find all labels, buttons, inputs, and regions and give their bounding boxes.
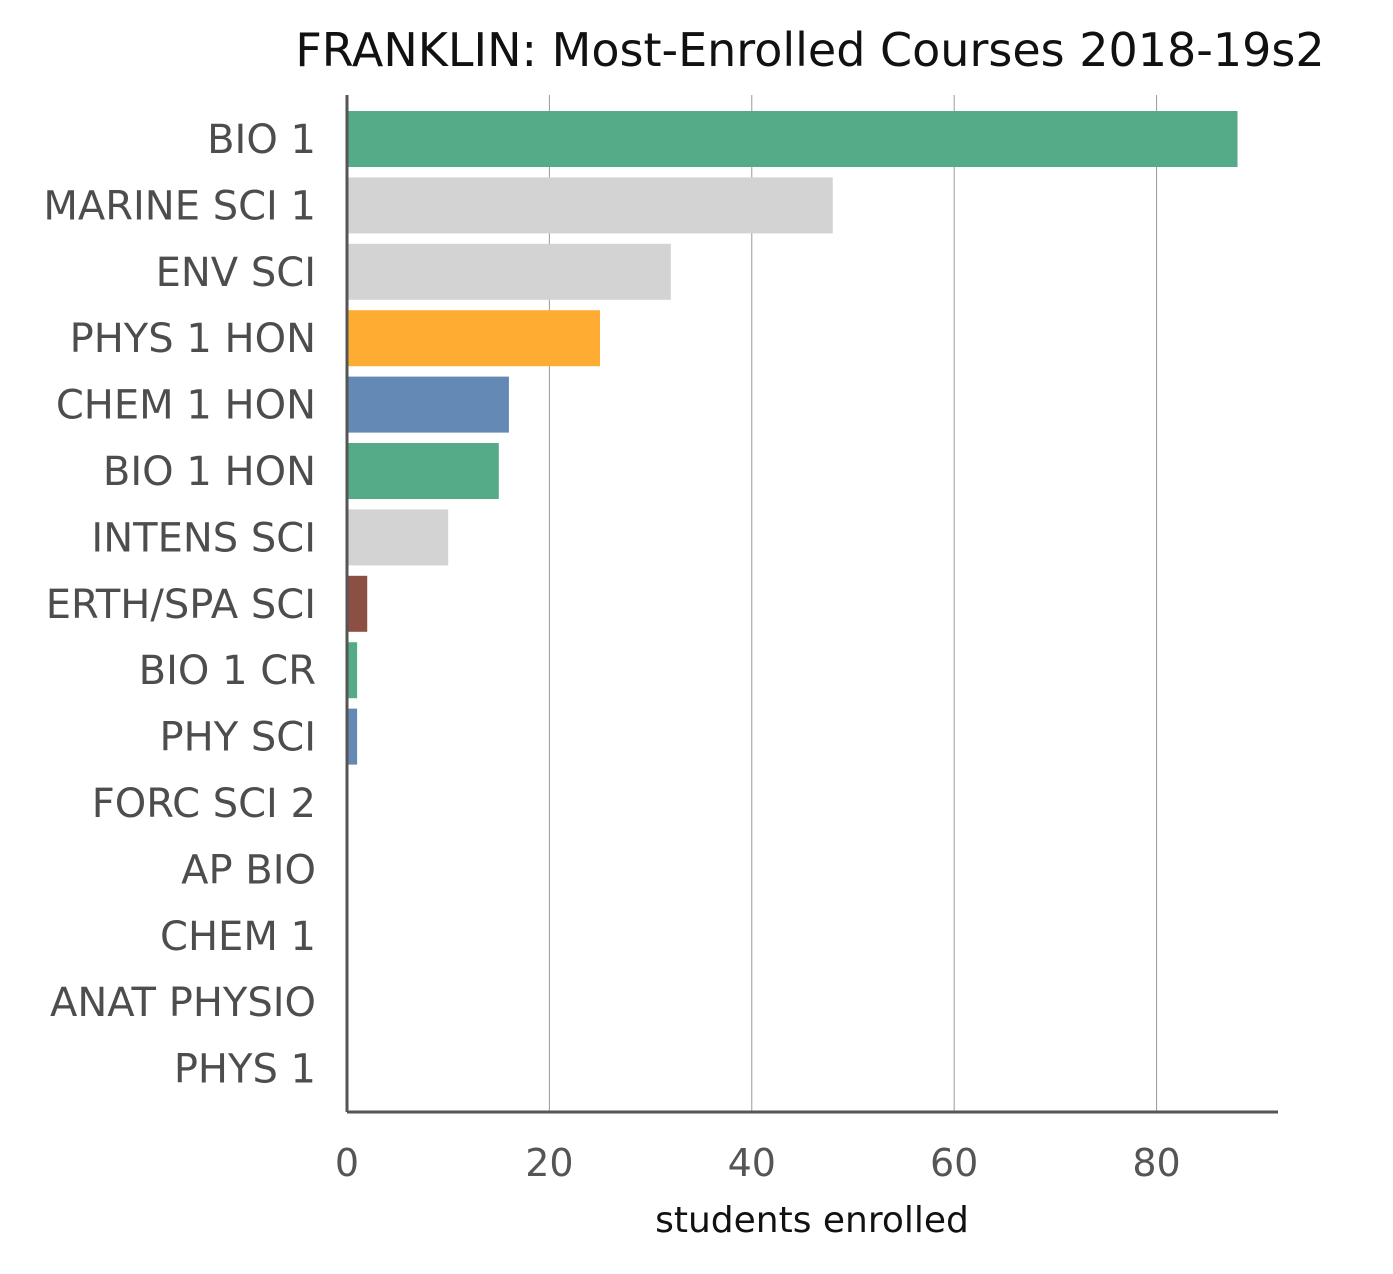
axes: [345, 95, 1278, 1114]
category-label: PHYS 1 HON: [70, 316, 316, 362]
category-label: BIO 1 CR: [139, 648, 316, 694]
bar-bio-1-cr: [347, 642, 358, 699]
category-label: FORC SCI 2: [92, 781, 316, 827]
category-label: CHEM 1: [160, 914, 316, 960]
x-tick-label: 80: [1132, 1141, 1180, 1185]
x-tick-label: 40: [728, 1141, 776, 1185]
category-label: AP BIO: [181, 847, 316, 893]
category-label: ANAT PHYSIO: [50, 980, 316, 1026]
bars: [347, 111, 1238, 765]
bar-marine-sci-1: [347, 177, 833, 234]
category-label: BIO 1 HON: [103, 449, 316, 495]
category-label: ENV SCI: [156, 250, 316, 296]
x-axis-title: students enrolled: [655, 1200, 969, 1241]
x-tick-label: 0: [335, 1141, 359, 1185]
bar-bio-1: [347, 111, 1238, 167]
category-label: CHEM 1 HON: [56, 383, 316, 429]
category-label: INTENS SCI: [91, 515, 316, 561]
category-label: PHY SCI: [160, 715, 316, 761]
x-tick-label: 60: [930, 1141, 978, 1185]
bar-chem-1-hon: [347, 376, 509, 433]
bar-intens-sci: [347, 509, 449, 566]
bar-bio-1-hon: [347, 443, 499, 499]
x-tick-label: 20: [525, 1141, 573, 1185]
category-label: MARINE SCI 1: [43, 183, 316, 229]
chart-title: FRANKLIN: Most-Enrolled Courses 2018-19s…: [295, 23, 1324, 77]
x-tick-labels: 0 20 40 60 80: [335, 1141, 1181, 1185]
category-labels: BIO 1 MARINE SCI 1 ENV SCI PHYS 1 HON CHEM 1…: [43, 117, 316, 1093]
category-label: ERTH/SPA SCI: [46, 582, 316, 628]
bar-env-sci: [347, 243, 671, 300]
bar-erth-spa-sci: [347, 575, 368, 632]
category-label: PHYS 1: [174, 1047, 316, 1093]
gridlines: [548, 95, 1158, 1112]
category-label: BIO 1: [207, 117, 316, 163]
bar-phy-sci: [347, 708, 358, 765]
bar-phys-1-hon: [347, 310, 600, 367]
